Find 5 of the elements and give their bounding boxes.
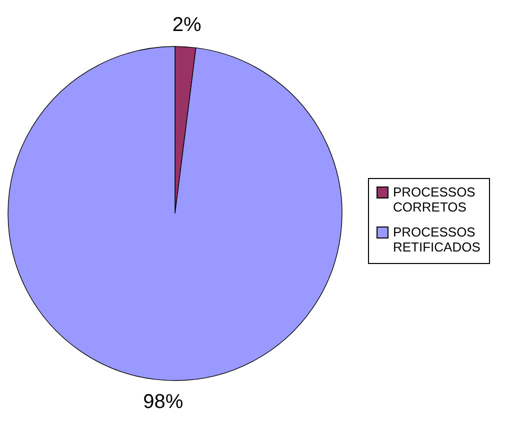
legend-label: PROCESSOS CORRETOS xyxy=(393,184,476,214)
legend-label: PROCESSOS RETIFICADOS xyxy=(393,224,481,254)
pie-slice xyxy=(8,46,342,381)
data-label: 98% xyxy=(143,391,184,414)
data-label: 2% xyxy=(172,14,202,36)
